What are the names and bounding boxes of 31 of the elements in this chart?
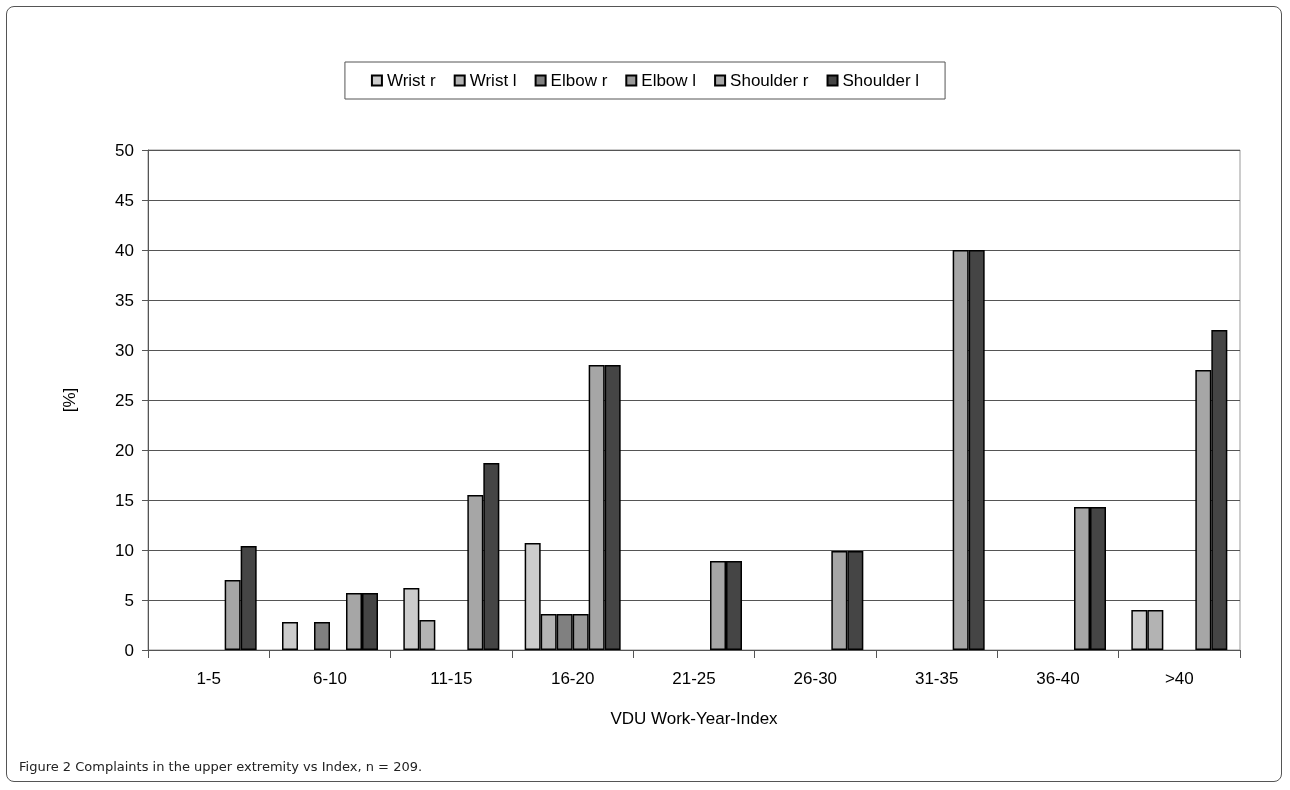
x-tick-label: 11-15: [430, 669, 473, 688]
legend-label: Wrist l: [469, 71, 517, 90]
x-tick-label: 21-25: [672, 669, 716, 688]
y-tick-label: 25: [115, 390, 134, 410]
x-tick-label: 36-40: [1036, 669, 1080, 688]
y-tick-label: 30: [115, 340, 134, 360]
y-tick-label: 20: [115, 440, 134, 460]
x-axis-title: VDU Work-Year-Index: [610, 709, 779, 728]
y-tick-label: 50: [115, 140, 134, 160]
y-tick-label: 0: [124, 640, 134, 660]
y-tick-label: 15: [115, 490, 134, 510]
legend-label: Elbow r: [550, 71, 608, 90]
bar: [314, 622, 330, 650]
y-tick-label: 35: [115, 290, 134, 310]
legend-label: Shoulder r: [730, 71, 809, 90]
y-tick-label: 5: [124, 590, 134, 610]
y-tick-label: 45: [115, 190, 134, 210]
x-tick-label: 26-30: [793, 669, 838, 688]
legend-label: Wrist r: [386, 71, 437, 90]
y-axis-title: [%]: [60, 387, 79, 413]
text: Figure 2 Complaints in the upper extremity vs Index, n = 209.: [19, 759, 423, 774]
y-tick-label: 40: [115, 240, 134, 260]
legend-label: Shoulder l: [842, 71, 920, 90]
x-tick-label: 31-35: [914, 669, 959, 688]
x-tick-label: 6-10: [312, 669, 348, 688]
y-tick-label: 10: [115, 540, 134, 560]
legend-label: Elbow l: [641, 71, 697, 90]
x-tick-label: 16-20: [550, 669, 595, 688]
x-tick-label: >40: [1164, 669, 1194, 688]
bar: [282, 622, 298, 650]
x-tick-label: 1-5: [196, 669, 221, 688]
